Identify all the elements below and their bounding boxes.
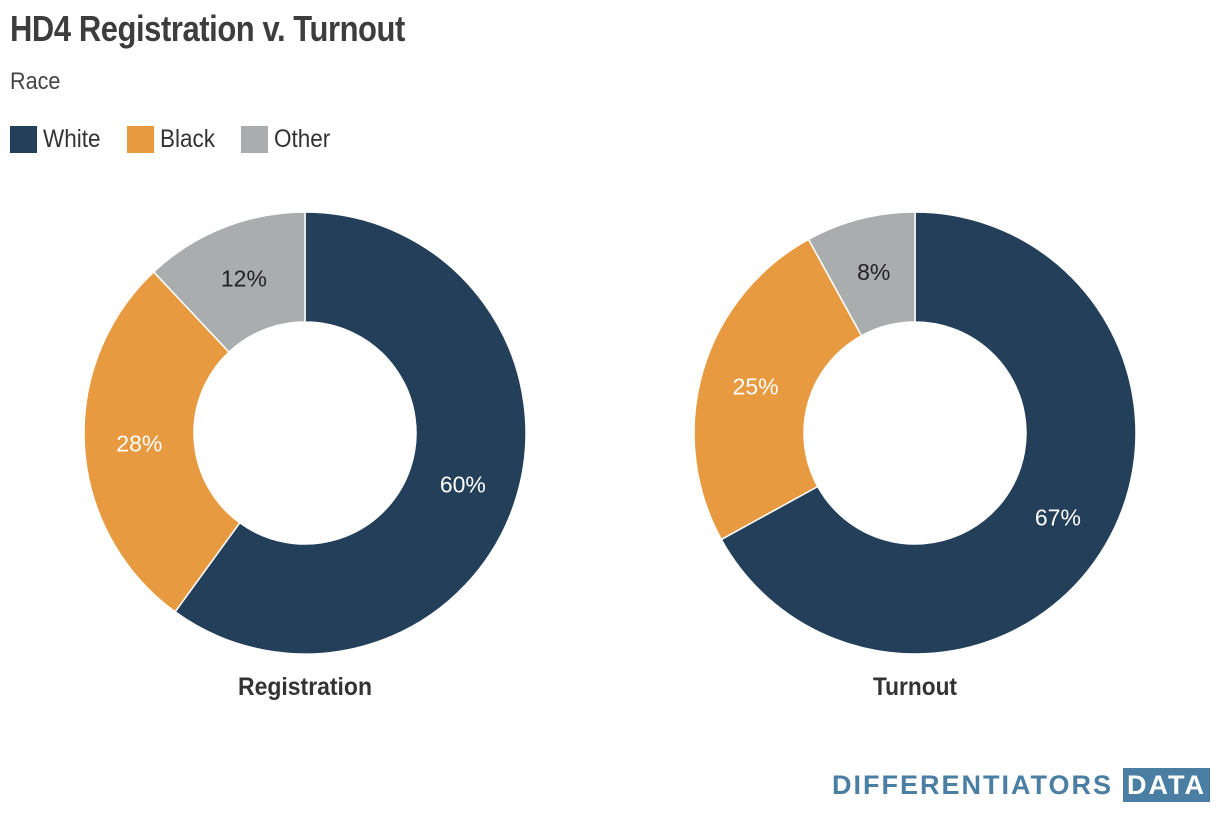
chart-title: HD4 Registration v. Turnout xyxy=(10,8,405,49)
legend-item-other[interactable]: Other xyxy=(241,125,337,154)
brand-box: DATA xyxy=(1123,768,1210,802)
registration-slice-other[interactable] xyxy=(152,211,306,354)
legend-item-black[interactable]: Black xyxy=(126,125,221,154)
registration-slice-white[interactable] xyxy=(174,211,527,655)
turnout-slice-black[interactable] xyxy=(693,238,863,541)
registration-label-other: 12% xyxy=(221,266,267,292)
registration-chart-title: Registration xyxy=(238,673,372,701)
turnout-slice-white[interactable] xyxy=(720,211,1137,655)
registration-label-white: 60% xyxy=(440,471,486,497)
legend-swatch-other xyxy=(241,126,269,153)
turnout-label-other: 8% xyxy=(857,259,890,285)
legend-label-other: Other xyxy=(274,125,331,153)
turnout-slice-other[interactable] xyxy=(807,211,916,337)
legend-item-white[interactable]: White xyxy=(10,125,107,154)
brand-logo: DIFFERENTIATORS DATA xyxy=(832,768,1210,802)
chart-subtitle: Race xyxy=(10,68,61,95)
turnout-label-black: 25% xyxy=(733,374,779,400)
legend-label-black: Black xyxy=(159,125,215,153)
legend-swatch-white xyxy=(10,126,37,153)
registration-label-black: 28% xyxy=(116,430,162,456)
registration-slice-black[interactable] xyxy=(83,270,241,613)
legend-swatch-black xyxy=(126,126,154,153)
brand-text: DIFFERENTIATORS xyxy=(832,769,1114,800)
turnout-chart-title: Turnout xyxy=(873,673,958,701)
legend-label-white: White xyxy=(43,125,101,153)
turnout-label-white: 67% xyxy=(1035,505,1081,531)
legend: White Black Other xyxy=(10,125,357,154)
